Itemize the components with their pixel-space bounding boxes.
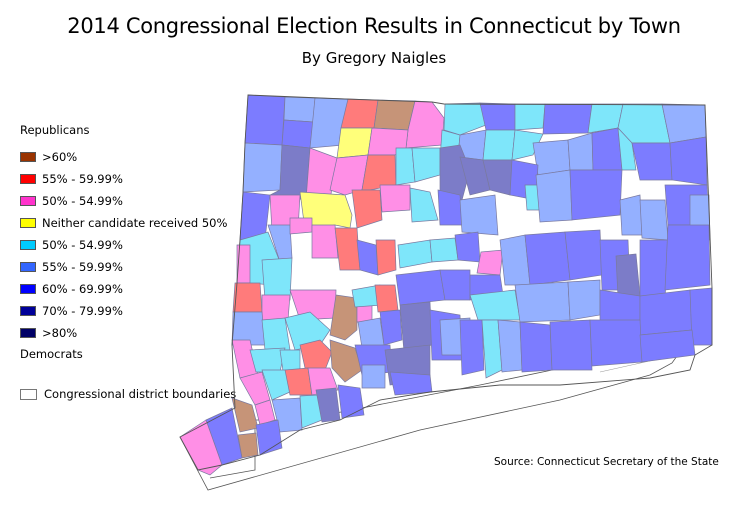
state-outline: [179, 94, 713, 471]
source-credit: Source: Connecticut Secretary of the Sta…: [494, 456, 719, 468]
legend-label: 60% - 69.99%: [42, 282, 123, 296]
legend-swatch: [20, 306, 36, 316]
legend-swatch: [20, 152, 36, 162]
legend-label: Neither candidate received 50%: [42, 216, 228, 230]
legend-item: 55% - 59.99%: [20, 168, 227, 190]
legend-item: 50% - 54.99%: [20, 190, 227, 212]
legend-swatch: [20, 284, 36, 294]
legend-swatch: [20, 196, 36, 206]
legend-democrats-footer: Democrats: [20, 347, 83, 361]
map-subtitle: By Gregory Naigles: [301, 49, 447, 67]
legend-item: Neither candidate received 50%: [20, 212, 227, 234]
boundary-swatch: [20, 388, 37, 400]
legend-swatch: [20, 240, 36, 250]
legend-item: 50% - 54.99%: [20, 234, 227, 256]
legend-label: 55% - 59.99%: [42, 172, 123, 186]
legend-label: >80%: [42, 326, 78, 340]
legend: Republicans >60% 55% - 59.99% 50% - 54.9…: [20, 122, 227, 363]
legend-district-boundary: Congressional district boundaries: [20, 387, 236, 401]
legend-item: >80%: [20, 322, 227, 344]
legend-label: 55% - 59.99%: [42, 260, 123, 274]
legend-republicans-header: Republicans: [20, 123, 90, 137]
legend-swatch: [20, 174, 36, 184]
legend-label: 50% - 54.99%: [42, 238, 123, 252]
boundary-label: Congressional district boundaries: [44, 387, 237, 401]
legend-label: >60%: [42, 150, 78, 164]
legend-item: 60% - 69.99%: [20, 278, 227, 300]
legend-swatch: [20, 328, 36, 338]
legend-label: 70% - 79.99%: [42, 304, 123, 318]
legend-label: 50% - 54.99%: [42, 194, 123, 208]
legend-item: >60%: [20, 146, 227, 168]
legend-swatch: [20, 262, 36, 272]
legend-item: 55% - 59.99%: [20, 256, 227, 278]
map-title: 2014 Congressional Election Results in C…: [67, 14, 681, 38]
legend-swatch: [20, 218, 36, 228]
legend-item: 70% - 79.99%: [20, 300, 227, 322]
town-polygons: [179, 94, 713, 476]
